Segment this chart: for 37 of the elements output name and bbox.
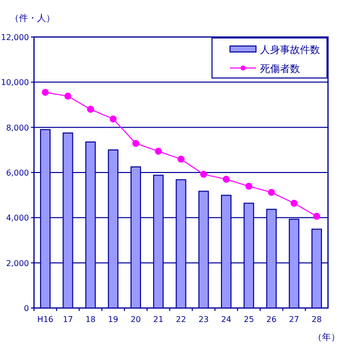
y-tick-label: 8,000 bbox=[6, 123, 29, 132]
x-tick-label: 25 bbox=[244, 315, 254, 324]
y-tick-label: 0 bbox=[24, 304, 29, 313]
x-tick-label: 17 bbox=[62, 315, 74, 324]
point bbox=[200, 170, 208, 178]
point bbox=[178, 156, 184, 163]
x-tick-label: 20 bbox=[130, 315, 141, 324]
x-tick-label: 18 bbox=[85, 315, 96, 324]
y-tick-label: 12,000 bbox=[1, 33, 29, 42]
point bbox=[290, 200, 298, 207]
x-tick-label: 24 bbox=[221, 315, 232, 324]
point bbox=[42, 88, 49, 96]
point bbox=[64, 92, 72, 100]
y-tick-label: 2,000 bbox=[6, 258, 29, 268]
x-tick-label: H16 bbox=[37, 315, 54, 324]
point bbox=[268, 188, 275, 196]
x-tick-label: 23 bbox=[198, 315, 209, 324]
point bbox=[313, 212, 320, 220]
x-tick-label: 22 bbox=[176, 315, 186, 324]
x-tick-label: 21 bbox=[153, 315, 164, 324]
point bbox=[245, 182, 252, 190]
point bbox=[222, 176, 230, 183]
point bbox=[154, 148, 162, 155]
x-tick-label: 26 bbox=[266, 315, 277, 324]
x-tick-label: 27 bbox=[288, 315, 300, 324]
point bbox=[110, 115, 117, 122]
y-tick-label: 6,000 bbox=[6, 168, 29, 178]
x-tick-label: 28 bbox=[312, 315, 322, 324]
legend-label: 人身事故件数 bbox=[260, 44, 320, 56]
y-tick-label: 4,000 bbox=[6, 214, 29, 223]
point bbox=[132, 140, 140, 147]
x-tick-label: 19 bbox=[108, 315, 118, 324]
y-axis-title: （件・人） bbox=[10, 13, 55, 24]
x-axis-title: （年） bbox=[313, 332, 340, 343]
y-tick-label: 10,000 bbox=[1, 78, 29, 88]
point bbox=[87, 106, 94, 113]
legend-label: 死傷者数 bbox=[260, 63, 300, 75]
